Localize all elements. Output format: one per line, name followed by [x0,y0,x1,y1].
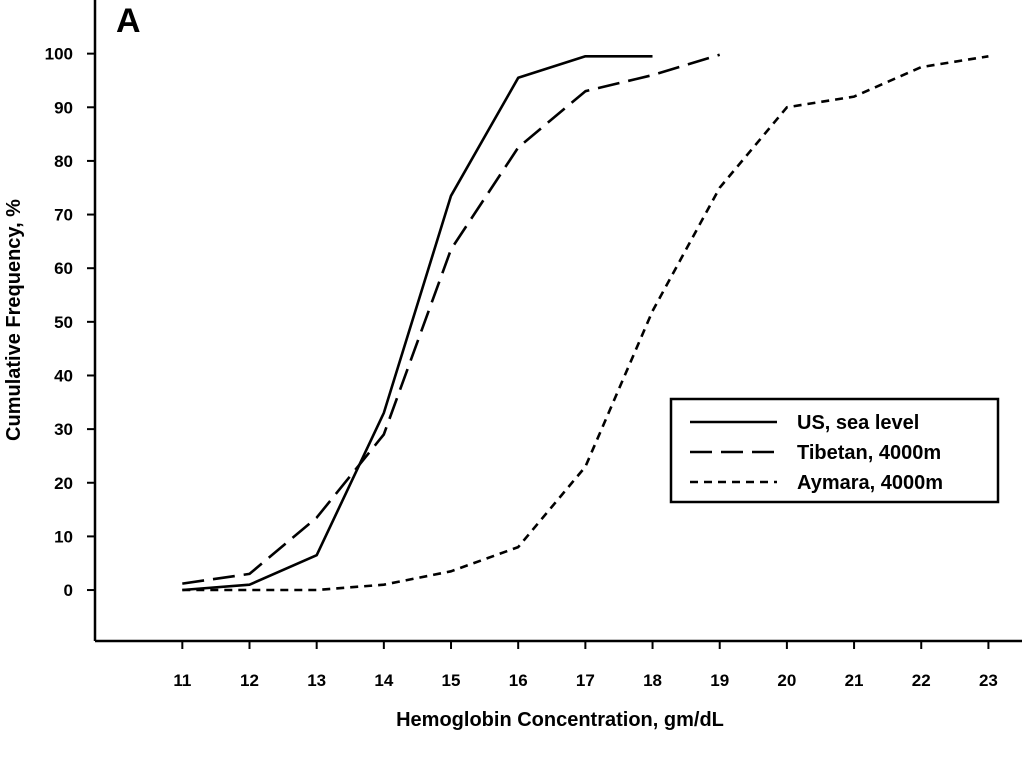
x-tick-label: 13 [307,671,326,690]
x-tick-label: 17 [576,671,595,690]
y-tick-label: 0 [64,581,73,600]
legend-box [669,397,1000,504]
y-tick-label: 80 [54,152,73,171]
y-tick-label: 30 [54,420,73,439]
x-tick-label: 21 [845,671,864,690]
y-tick-label: 60 [54,259,73,278]
x-tick-label: 22 [912,671,931,690]
x-tick-label: 11 [173,671,191,690]
y-tick-label: 100 [45,45,73,64]
y-tick-label: 10 [54,527,73,546]
y-axis-title: Cumulative Frequency, % [3,199,25,441]
legend-entry-aymara-4000m: Aymara, 4000m [690,472,943,494]
x-tick-label: 15 [442,671,461,690]
x-tick-label: 12 [240,671,259,690]
y-tick-label: 20 [54,474,73,493]
x-axis-title: Hemoglobin Concentration, gm/dL [396,709,724,731]
series-line-us-sea-level [182,54,653,592]
series-group [182,53,989,592]
x-tick-label: 18 [643,671,662,690]
legend: US, sea level Tibetan, 4000m Aymara, 4000m [669,397,1000,504]
legend-entry-tibetan-4000m: Tibetan, 4000m [690,442,941,464]
axes [93,0,1022,643]
x-ticks: 11 12 13 14 15 16 17 18 19 20 21 22 23 [173,641,998,690]
y-tick-label: 40 [54,366,73,385]
x-tick-label: 16 [509,671,528,690]
x-tick-label: 23 [979,671,998,690]
x-tick-label: 19 [710,671,729,690]
y-tick-label: 50 [54,313,73,332]
legend-label: Tibetan, 4000m [797,442,941,464]
y-ticks: 0 10 20 30 40 50 60 70 80 90 100 [45,45,95,600]
legend-label: US, sea level [797,412,919,434]
legend-label: Aymara, 4000m [797,472,943,494]
x-tick-label: 20 [777,671,796,690]
panel-label: A [116,2,141,40]
y-tick-label: 90 [54,98,73,117]
y-tick-label: 70 [54,206,73,225]
x-tick-label: 14 [374,671,393,690]
series-line-tibetan-4000m [182,53,721,585]
series-line-aymara-4000m [182,55,989,592]
legend-entry-us-sea-level: US, sea level [690,412,919,434]
